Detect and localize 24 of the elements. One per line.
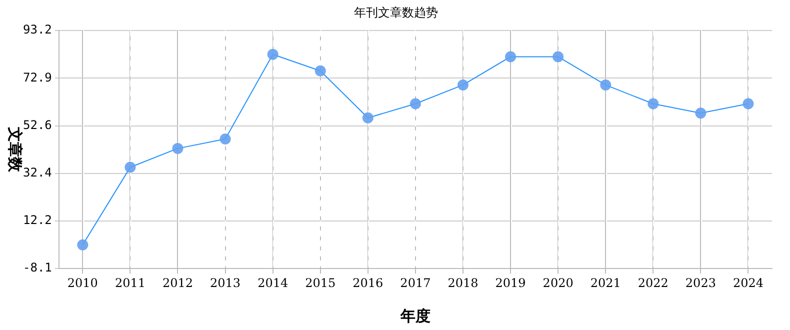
x-tick-label: 2020 — [542, 276, 574, 290]
x-tick-label: 2010 — [67, 276, 98, 290]
x-axis-title: 年度 — [399, 306, 430, 325]
y-tick-label: 12.2 — [22, 212, 52, 227]
x-tick-label: 2021 — [590, 276, 621, 290]
x-tick-label: 2023 — [685, 276, 716, 290]
chart-title: 年刊文章数趋势 — [354, 5, 438, 20]
x-tick-label: 2018 — [448, 276, 478, 290]
y-tick-label: -8.1 — [22, 260, 52, 275]
x-tick-label: 2016 — [352, 276, 384, 290]
x-tick-label: 2014 — [258, 276, 288, 290]
x-tick-label: 2011 — [114, 276, 146, 290]
x-tick-label: 2012 — [162, 276, 194, 290]
x-tick-label: 2013 — [210, 276, 241, 290]
x-tick-label: 2015 — [305, 276, 336, 290]
y-tick-label: 72.9 — [22, 70, 52, 84]
y-tick-label: 93.2 — [22, 22, 52, 37]
y-axis-title: 文章数 — [6, 126, 24, 173]
x-tick-label: 2019 — [495, 276, 526, 290]
y-tick-label: 32.4 — [22, 165, 52, 180]
x-tick-label: 2017 — [400, 276, 431, 290]
y-tick-label: 52.6 — [22, 118, 52, 132]
x-tick-label: 2024 — [732, 276, 764, 290]
x-tick-label: 2022 — [638, 276, 668, 290]
